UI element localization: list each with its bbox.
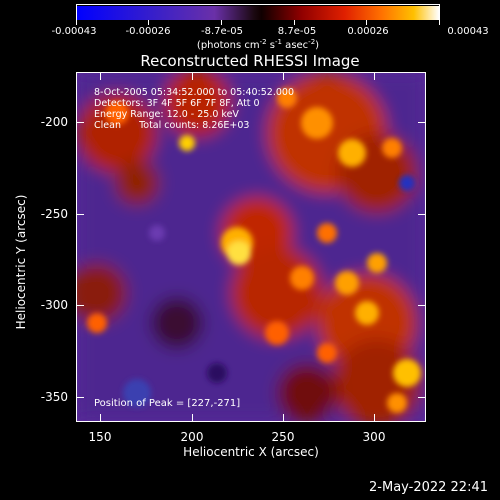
image-frame: 8-Oct-2005 05:34:52.000 to 05:40:52.000 … (76, 72, 426, 422)
x-tick-label: 150 (88, 430, 112, 444)
x-major-tick (374, 414, 375, 422)
x-major-tick (283, 414, 284, 422)
x-tick-label: 200 (180, 430, 204, 444)
x-major-tick (192, 72, 193, 80)
y-major-tick (76, 214, 84, 215)
x-major-tick (374, 72, 375, 80)
x-major-tick (100, 414, 101, 422)
y-major-tick (76, 397, 84, 398)
x-major-tick (283, 72, 284, 80)
x-tick-label: 300 (362, 430, 386, 444)
colorbar-tick-label: -0.00043 (51, 26, 97, 37)
y-major-tick (418, 122, 426, 123)
info-detectors: Detectors: 3F 4F 5F 6F 7F 8F, Att 0 (94, 98, 260, 109)
y-axis-label: Heliocentric Y (arcsec) (14, 194, 28, 330)
x-tick-label: 250 (271, 430, 295, 444)
colorbar-tick (439, 20, 440, 25)
y-tick-label: -250 (40, 207, 68, 221)
info-algorithm-counts: Clean Total counts: 8.26E+03 (94, 120, 250, 131)
y-tick-label: -200 (40, 115, 68, 129)
colorbar-tick (76, 20, 77, 25)
colorbar-tick (221, 20, 222, 25)
info-time-range: 8-Oct-2005 05:34:52.000 to 05:40:52.000 (94, 87, 295, 98)
colorbar-tick (366, 20, 367, 25)
y-major-tick (418, 305, 426, 306)
colorbar-tick-label: 0.00026 (347, 26, 389, 37)
peak-position: Position of Peak = [227,-271] (94, 398, 241, 409)
solar-image (77, 73, 425, 421)
colorbar-tick-label: 0.00043 (447, 26, 489, 37)
info-energy-range: Energy Range: 12.0 - 25.0 keV (94, 109, 239, 120)
colorbar-tick (294, 20, 295, 25)
colorbar-gradient (77, 6, 439, 20)
y-major-tick (76, 122, 84, 123)
colorbar-tick-label: -0.00026 (125, 26, 171, 37)
x-major-tick (100, 72, 101, 80)
colorbar-tick-label: 8.7e-05 (277, 26, 317, 37)
x-major-tick (192, 414, 193, 422)
y-major-tick (418, 397, 426, 398)
colorbar-tick (148, 20, 149, 25)
y-major-tick (76, 305, 84, 306)
y-tick-label: -300 (40, 298, 68, 312)
y-major-tick (418, 214, 426, 215)
colorbar (76, 4, 440, 20)
generation-timestamp: 2-May-2022 22:41 (369, 480, 488, 495)
colorbar-tick-label: -8.7e-05 (201, 26, 243, 37)
x-axis-label: Heliocentric X (arcsec) (183, 445, 319, 459)
plot-title: Reconstructed RHESSI Image (140, 52, 360, 70)
colorbar-units: (photons cm-2 s-1 asec-2) (196, 38, 320, 51)
y-tick-label: -350 (40, 390, 68, 404)
